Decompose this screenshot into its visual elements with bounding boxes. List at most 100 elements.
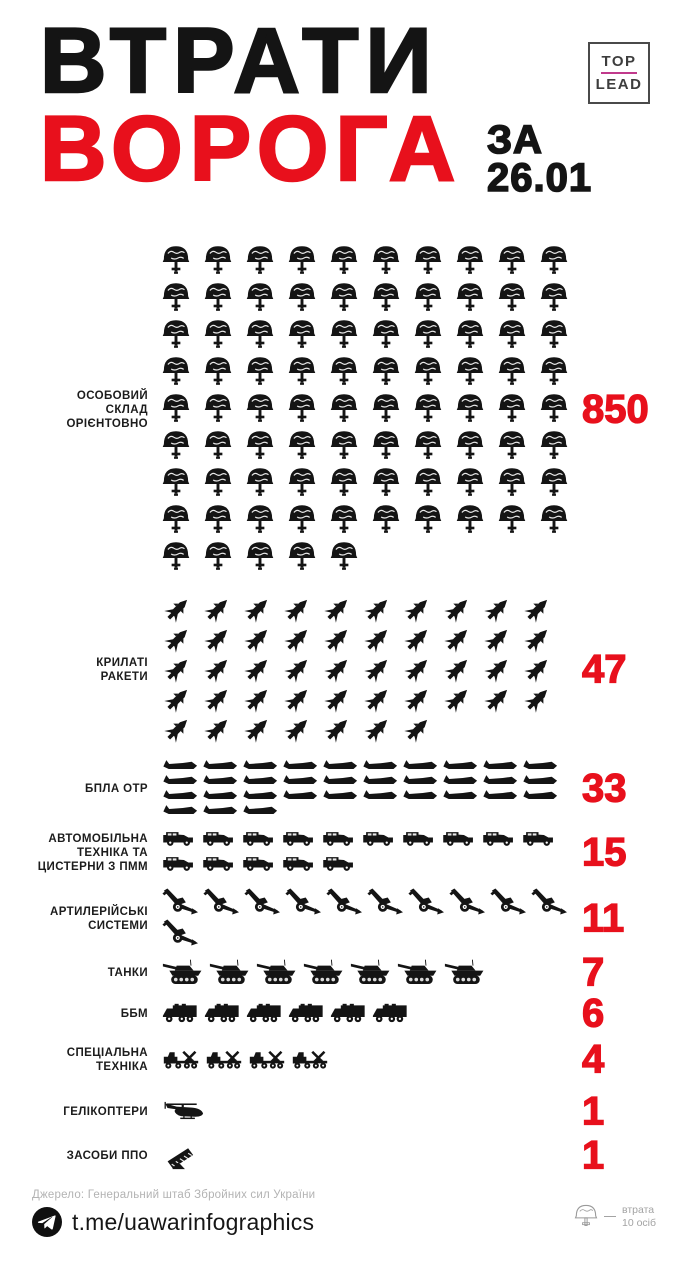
cruise-missile-icon [322,715,352,745]
uav-icon [322,774,358,785]
helmet-icon [162,317,190,351]
helmet-icon [162,243,190,277]
uav-icon [162,774,198,785]
uav-icon [442,774,478,785]
logo-text-bottom: LEAD [595,76,643,93]
row-value: 6 [581,991,605,1036]
uav-icon [442,759,478,770]
source-note: Джерело: Генеральний штаб Збройних сил У… [32,1189,316,1201]
cruise-missile-icon [282,625,312,655]
cruise-missile-icon [362,595,392,625]
loss-row-air-defense: ЗАСОБИ ППО 1 [0,1132,680,1177]
legend-dash [604,1215,616,1218]
loss-row-helmet: ОСОБОВИЙ СКЛАД ОРІЄНТОВНО 850 [0,243,680,576]
special-vehicle-icon [291,1048,329,1070]
uav-icon [522,759,558,770]
logo-divider [601,72,637,74]
cruise-missile-icon [202,685,232,715]
row-value: 47 [581,647,627,692]
special-vehicle-icon [205,1048,243,1070]
tank-icon [444,959,488,986]
artillery-icon [162,919,198,946]
helmet-icon [498,354,526,388]
loss-row-truck: АВТОМОБІЛЬНА ТЕХНІКА ТА ЦИСТЕРНИ З ПММ 15 [0,828,680,878]
cruise-missile-icon [442,655,472,685]
helmet-icon [372,280,400,314]
truck-icon [362,828,395,847]
cruise-missile-icon [202,655,232,685]
air-defense-icon [162,1140,196,1171]
pictogram-grid [162,759,562,819]
helicopter-icon [162,1101,204,1122]
apc-icon [372,1002,408,1024]
uav-icon [162,804,198,815]
truck-icon [442,828,475,847]
tank-icon [303,959,347,986]
cruise-missile-icon [162,595,192,625]
helmet-icon [162,539,190,573]
cruise-missile-icon [242,685,272,715]
loss-row-tank: ТАНКИ 7 [0,950,680,995]
helmet-icon [456,280,484,314]
cruise-missile-icon [402,655,432,685]
helmet-icon [204,428,232,462]
artillery-icon [490,888,526,915]
pictogram-grid [162,1101,622,1123]
helmet-icon [540,243,568,277]
helmet-icon [372,502,400,536]
helmet-outline-icon [574,1202,598,1231]
row-value: 850 [581,386,649,431]
cruise-missile-icon [482,655,512,685]
tank-icon [350,959,394,986]
cruise-missile-icon [402,595,432,625]
helmet-icon [288,428,316,462]
artillery-icon [449,888,485,915]
helmet-icon [330,354,358,388]
cruise-missile-icon [522,685,552,715]
truck-icon [242,828,275,847]
helmet-icon [498,502,526,536]
helmet-icon [330,428,358,462]
cruise-missile-icon [202,715,232,745]
helmet-icon [162,391,190,425]
helmet-icon [414,243,442,277]
row-label: АВТОМОБІЛЬНА ТЕХНІКА ТА ЦИСТЕРНИ З ПММ [37,833,148,873]
row-label: БПЛА ОТР [85,783,148,795]
helmet-icon [288,502,316,536]
telegram-icon [32,1207,62,1237]
helmet-icon [330,317,358,351]
truck-icon [202,828,235,847]
cruise-missile-icon [362,685,392,715]
cruise-missile-icon [362,625,392,655]
helmet-icon [246,428,274,462]
apc-icon [204,1002,240,1024]
helmet-icon [246,502,274,536]
uav-icon [482,789,518,800]
helmet-icon [456,391,484,425]
artillery-icon [326,888,362,915]
cruise-missile-icon [362,715,392,745]
cruise-missile-icon [522,655,552,685]
artillery-icon [285,888,321,915]
pictogram-grid [162,1048,592,1072]
row-value: 1 [581,1089,605,1134]
apc-icon [330,1002,366,1024]
row-value: 4 [581,1037,605,1082]
artillery-icon [244,888,280,915]
truck-icon [242,853,275,872]
helmet-icon [162,502,190,536]
loss-row-apc: ББМ 6 [0,991,680,1036]
apc-icon [246,1002,282,1024]
truck-icon [522,828,555,847]
helmet-icon [372,243,400,277]
uav-icon [202,774,238,785]
helmet-icon [372,317,400,351]
uav-icon [282,759,318,770]
cruise-missile-icon [242,625,272,655]
cruise-missile-icon [402,625,432,655]
cruise-missile-icon [322,595,352,625]
telegram-link[interactable]: t.me/uawarinfographics [32,1207,314,1237]
helmet-icon [456,465,484,499]
helmet-icon [330,280,358,314]
